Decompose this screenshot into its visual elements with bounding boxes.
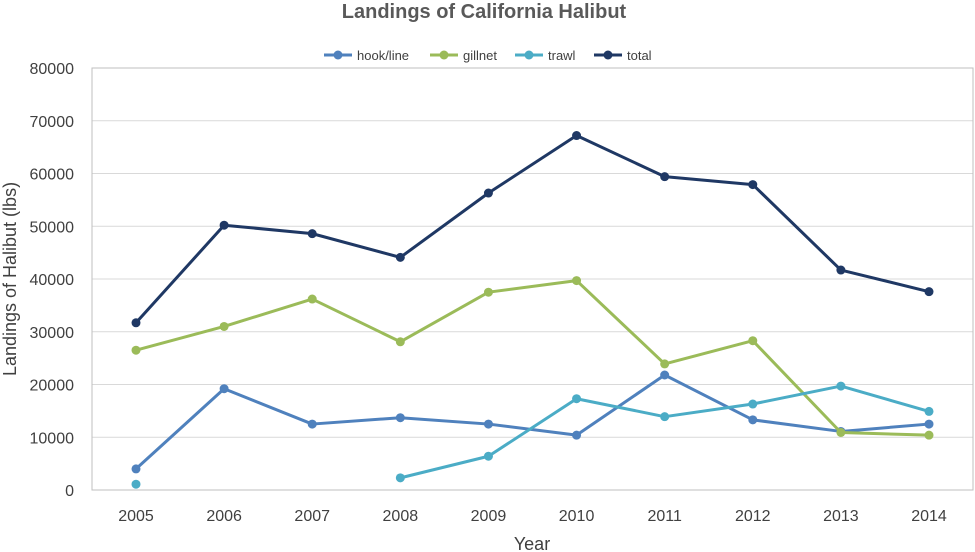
y-tick-label: 50000 (30, 219, 75, 236)
data-point (483, 451, 493, 461)
y-axis-label: Landings of Halibut (lbs) (0, 182, 20, 376)
plot-area-frame (91, 67, 974, 491)
series-line (134, 373, 931, 471)
series-hook-line (131, 370, 934, 474)
x-tick-label: 2007 (294, 508, 330, 525)
data-point (572, 131, 582, 141)
data-point (307, 294, 317, 304)
x-tick-label: 2014 (911, 508, 947, 525)
data-point (748, 180, 758, 190)
data-point (483, 419, 493, 429)
data-point (219, 220, 229, 230)
data-point (395, 252, 405, 262)
legend-swatch-marker (439, 50, 449, 60)
data-point (483, 287, 493, 297)
data-point (572, 276, 582, 286)
legend-item: gillnet (430, 48, 497, 63)
legend-item: trawl (515, 48, 576, 63)
x-tick-label: 2005 (118, 508, 154, 525)
legend-swatch-marker (524, 50, 534, 60)
x-tick-label: 2009 (471, 508, 507, 525)
data-point (924, 430, 934, 440)
legend-label: total (627, 48, 652, 63)
y-tick-label: 80000 (30, 61, 75, 78)
data-point (572, 394, 582, 404)
data-point (219, 384, 229, 394)
data-point (131, 345, 141, 355)
legend-swatch-marker (603, 50, 613, 60)
data-point (836, 381, 846, 391)
data-point (395, 473, 405, 483)
legend: hook/line gillnet trawl total (324, 48, 652, 63)
x-tick-label: 2010 (559, 508, 595, 525)
series-total (131, 131, 934, 328)
data-point (395, 413, 405, 423)
x-axis-ticks: 2005 2006 2007 2008 2009 2010 2011 2012 2013 2014 (118, 508, 947, 525)
data-point (924, 419, 934, 429)
y-tick-label: 40000 (30, 272, 75, 289)
x-axis-label: Year (514, 534, 550, 552)
series-line (134, 279, 931, 437)
data-point (483, 188, 493, 198)
data-point (307, 419, 317, 429)
y-tick-label: 0 (65, 483, 74, 500)
data-point (748, 399, 758, 409)
x-tick-label: 2012 (735, 508, 771, 525)
legend-label: trawl (548, 48, 576, 63)
data-point (307, 229, 317, 239)
data-point (924, 287, 934, 297)
x-tick-label: 2006 (206, 508, 242, 525)
legend-item: hook/line (324, 48, 409, 63)
y-tick-label: 10000 (30, 430, 75, 447)
data-point (660, 172, 670, 182)
series-group (131, 131, 934, 489)
x-tick-label: 2013 (823, 508, 859, 525)
y-tick-label: 60000 (30, 167, 75, 184)
data-point (572, 430, 582, 440)
data-point (660, 370, 670, 380)
data-point (660, 359, 670, 369)
data-point (131, 464, 141, 474)
legend-label: hook/line (357, 48, 409, 63)
data-point (836, 265, 846, 275)
series-gillnet (131, 276, 934, 440)
legend-label: gillnet (463, 48, 497, 63)
data-point (219, 321, 229, 331)
x-tick-label: 2011 (647, 508, 682, 525)
y-tick-label: 30000 (30, 325, 75, 342)
data-point (131, 318, 141, 328)
x-tick-label: 2008 (383, 508, 419, 525)
data-point (131, 479, 141, 489)
gridlines (92, 120, 973, 438)
y-axis-ticks: 0 10000 20000 30000 40000 50000 60000 70000 8000… (30, 61, 75, 500)
data-point (395, 337, 405, 347)
data-point (748, 415, 758, 425)
data-point (660, 412, 670, 422)
data-point (748, 336, 758, 346)
data-point (924, 406, 934, 416)
y-tick-label: 70000 (30, 114, 75, 131)
series-trawl (131, 381, 934, 489)
chart-title: Landings of California Halibut (342, 1, 627, 23)
y-tick-label: 20000 (30, 378, 75, 395)
legend-swatch-marker (333, 50, 343, 60)
legend-item: total (594, 48, 652, 63)
data-point (836, 428, 846, 438)
series-line (134, 134, 931, 325)
